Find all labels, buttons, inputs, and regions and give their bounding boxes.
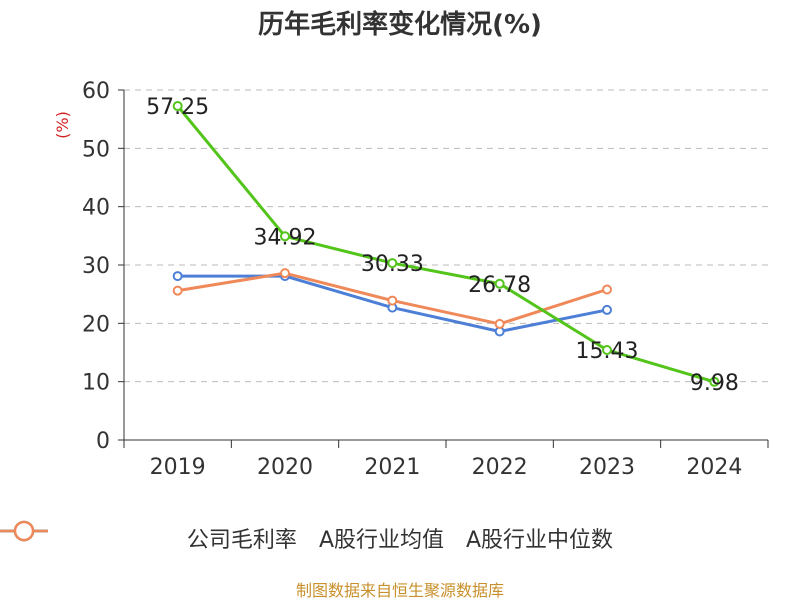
data-point <box>172 285 183 296</box>
y-tick-label: 60 <box>82 79 110 104</box>
data-point <box>172 271 183 282</box>
x-tick-label: 2022 <box>472 455 528 480</box>
legend-swatch-marker <box>13 520 35 542</box>
y-axis-label: (%) <box>53 111 72 139</box>
y-tick-label: 10 <box>82 371 110 396</box>
data-label: 34.92 <box>254 225 317 250</box>
x-tick-label: 2020 <box>257 455 313 480</box>
legend-item-industry-mean[interactable]: A股行业均值 <box>0 520 444 554</box>
x-tick-label: 2019 <box>150 455 206 480</box>
x-tick-label: 2023 <box>579 455 635 480</box>
legend-label-industry-mean: A股行业均值 <box>318 528 444 553</box>
series-line <box>176 105 715 384</box>
data-label: 9.98 <box>690 371 739 396</box>
data-point <box>280 231 290 242</box>
y-tick-label: 20 <box>82 312 110 337</box>
data-point <box>602 304 612 315</box>
data-point <box>494 318 505 329</box>
x-tick-label: 2024 <box>686 455 742 480</box>
data-label: 26.78 <box>468 273 531 298</box>
data-point <box>280 268 290 279</box>
legend: 公司毛利率 A股行业均值 A股行业中位数 <box>0 518 800 558</box>
chart-title: 历年毛利率变化情况(%) <box>258 10 542 40</box>
data-point <box>494 278 505 289</box>
legend-label-industry-median: A股行业中位数 <box>466 528 614 553</box>
legend-item-industry-median[interactable]: A股行业中位数 <box>0 520 614 554</box>
legend-label-company: 公司毛利率 <box>186 528 297 553</box>
y-tick-label: 40 <box>82 196 110 221</box>
data-point <box>387 258 398 269</box>
y-tick-label: 50 <box>82 137 110 162</box>
y-tick-label: 30 <box>82 254 110 279</box>
legend-item-company[interactable]: 公司毛利率 <box>0 520 297 554</box>
legend-swatch-industry-median <box>0 520 48 542</box>
y-tick-label: 0 <box>96 429 110 454</box>
data-point <box>387 295 398 306</box>
data-point <box>709 376 720 387</box>
data-label: 15.43 <box>576 339 639 364</box>
x-tick-label: 2021 <box>364 455 420 480</box>
data-point <box>602 284 612 295</box>
data-point <box>602 344 612 355</box>
data-label: 57.25 <box>146 95 209 120</box>
data-point <box>172 101 183 112</box>
source-note: 制图数据来自恒生聚源数据库 <box>295 581 504 600</box>
data-label: 30.33 <box>361 252 424 277</box>
